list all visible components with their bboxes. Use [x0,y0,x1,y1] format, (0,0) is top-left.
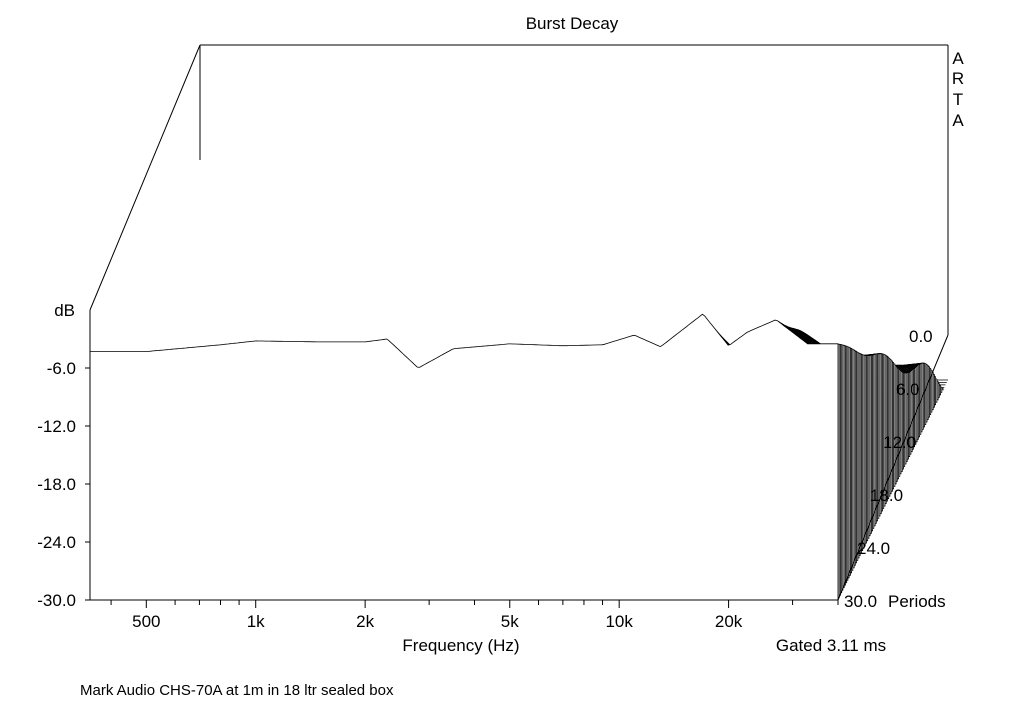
z-axis-label: Periods [888,592,946,611]
x-tick-label: 20k [715,612,743,631]
axis-lines [89,310,949,605]
y-tick-label: -30.0 [37,591,76,610]
chart-caption: Mark Audio CHS-70A at 1m in 18 ltr seale… [80,682,394,699]
y-tick-label: -12.0 [37,417,76,436]
decay-slices [89,313,948,601]
z-tick-label: 6.0 [896,380,920,399]
arta-letter-2: R [952,69,964,88]
x-tick-label: 1k [247,612,265,631]
z-tick-labels: 0.0 6.0 12.0 18.0 24.0 30.0 [844,327,933,611]
frame-top-left-edge [89,44,201,311]
arta-letter-1: A [952,49,964,68]
y-axis-label: dB [54,301,75,320]
gated-time-label: Gated 3.11 ms [776,636,886,655]
x-tick-label: 2k [356,612,374,631]
x-tick-label: 5k [501,612,519,631]
arta-letter-3: T [953,90,963,109]
arta-letter-4: A [952,111,964,130]
x-axis-label: Frequency (Hz) [402,636,519,655]
z-tick-label: 12.0 [883,433,916,452]
y-tick-label: -24.0 [37,533,76,552]
x-tick-labels: 500 1k 2k 5k 10k 20k [132,600,743,631]
z-tick-label: 0.0 [909,327,933,346]
decay-slice [89,313,839,601]
z-tick-label: 18.0 [870,486,903,505]
z-tick-label: 24.0 [857,539,890,558]
chart-title: Burst Decay [526,14,619,33]
arta-logo: A R T A [952,49,964,130]
y-tick-label: -18.0 [37,475,76,494]
z-tick-label: 30.0 [844,592,877,611]
z-axis-line [837,334,949,601]
x-tick-label: 500 [132,612,160,631]
plot-box-frame [89,44,949,335]
x-tick-label: 10k [605,612,633,631]
y-tick-label: -6.0 [47,359,76,378]
y-tick-labels: -6.0 -12.0 -18.0 -24.0 -30.0 [37,359,90,610]
